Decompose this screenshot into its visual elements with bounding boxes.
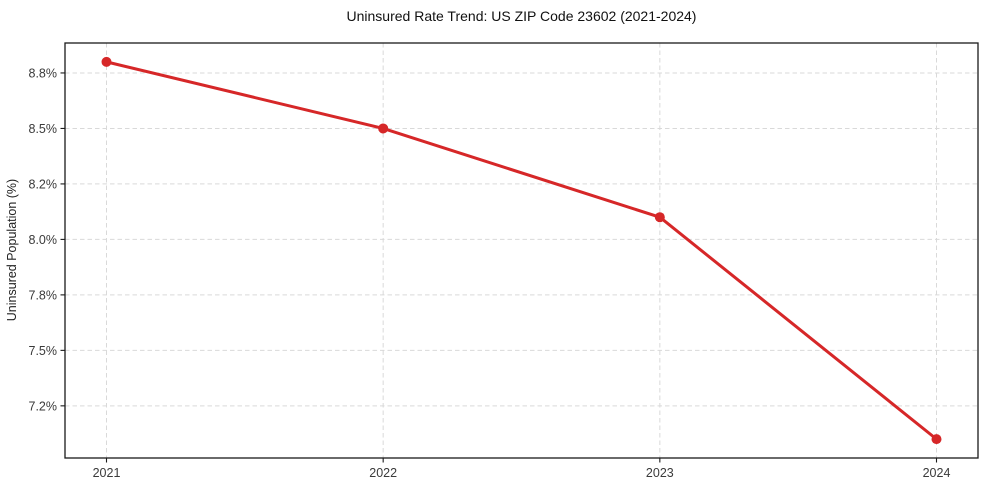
data-point-2023	[654, 212, 665, 223]
y-tick-label: 7.5%	[29, 344, 58, 358]
y-tick-label: 7.8%	[29, 288, 58, 302]
data-point-2024	[931, 434, 942, 445]
x-tick-label: 2023	[646, 466, 674, 480]
y-tick-label: 8.8%	[29, 66, 58, 80]
x-tick-label: 2021	[93, 466, 121, 480]
plot-border	[64, 42, 979, 459]
x-tick-label: 2022	[369, 466, 397, 480]
trend-line	[105, 60, 938, 441]
y-tick-label: 8.0%	[29, 233, 58, 247]
y-tick-label: 7.2%	[29, 399, 58, 413]
y-tick-label: 8.5%	[29, 122, 58, 136]
y-axis-label: Uninsured Population (%)	[5, 178, 19, 322]
x-tick-label: 2024	[923, 466, 951, 480]
chart-title: Uninsured Rate Trend: US ZIP Code 23602 …	[346, 8, 697, 24]
data-point-2022	[378, 123, 389, 134]
y-tick-label: 8.2%	[29, 177, 58, 191]
data-point-2021	[101, 56, 112, 67]
